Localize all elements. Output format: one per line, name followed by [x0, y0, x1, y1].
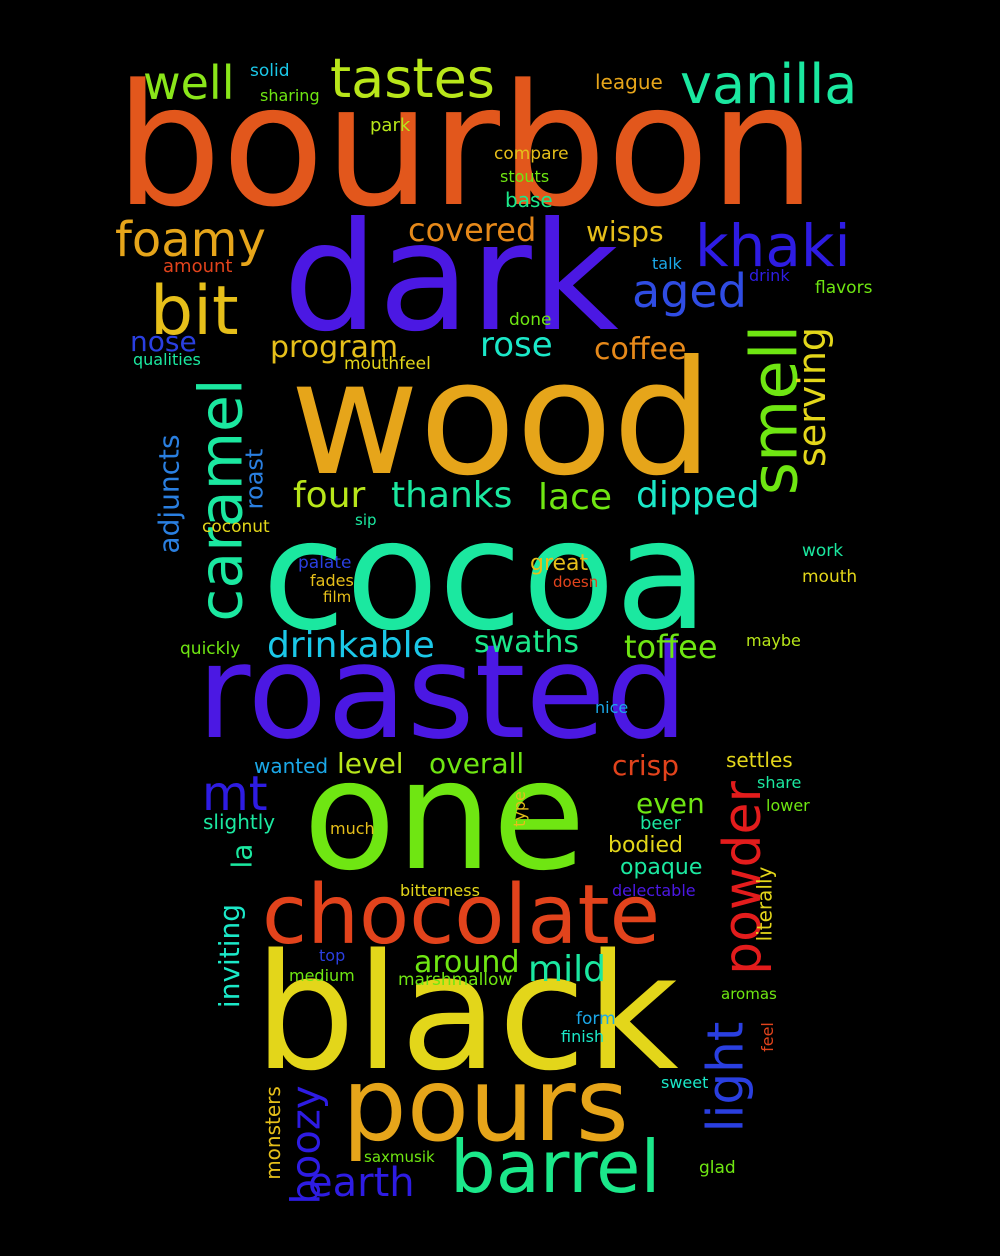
word-nice: nice: [595, 698, 629, 717]
word-drinkable: drinkable: [267, 625, 435, 666]
word-coconut: coconut: [202, 517, 270, 537]
word-level: level: [337, 747, 404, 780]
word-great: great: [530, 551, 589, 576]
word-well: well: [143, 56, 235, 110]
word-wisps: wisps: [586, 215, 664, 248]
word-earth: earth: [308, 1160, 415, 1206]
word-league: league: [595, 70, 663, 94]
word-four: four: [293, 475, 366, 516]
word-rose: rose: [480, 325, 553, 365]
word-palate: palate: [298, 553, 352, 573]
word-program: program: [270, 330, 399, 365]
word-khaki: khaki: [695, 212, 851, 280]
word-around: around: [414, 945, 520, 980]
word-aged: aged: [632, 264, 747, 318]
word-literally: literally: [752, 866, 777, 942]
word-sharing: sharing: [260, 86, 320, 105]
word-one: one: [303, 727, 586, 904]
word-qualities: qualities: [133, 350, 201, 369]
word-quickly: quickly: [180, 639, 241, 659]
word-finish: finish: [561, 1027, 605, 1046]
word-stouts: stouts: [500, 167, 550, 186]
word-sweet: sweet: [661, 1073, 709, 1092]
word-fades: fades: [310, 571, 354, 590]
word-delectable: delectable: [612, 881, 696, 900]
word-vanilla: vanilla: [680, 53, 858, 116]
word-lower: lower: [766, 796, 810, 815]
word-wanted: wanted: [254, 754, 329, 778]
word-bit: bit: [150, 272, 239, 351]
word-bodied: bodied: [608, 833, 684, 858]
word-maybe: maybe: [746, 631, 801, 650]
word-tastes: tastes: [330, 47, 495, 110]
word-saxmusik: saxmusik: [364, 1148, 435, 1166]
word-bitterness: bitterness: [400, 881, 480, 900]
word-much: much: [330, 819, 375, 838]
word-medium: medium: [289, 966, 355, 985]
word-mt: mt: [202, 766, 268, 822]
word-dark: dark: [283, 191, 619, 365]
word-swaths: swaths: [474, 625, 579, 660]
word-foamy: foamy: [115, 212, 266, 268]
word-serving: serving: [790, 326, 835, 468]
word-even: even: [636, 787, 705, 820]
word-roasted: roasted: [197, 616, 688, 768]
word-toffee: toffee: [624, 628, 718, 666]
word-mouthfeel: mouthfeel: [344, 354, 431, 374]
word-share: share: [757, 773, 802, 792]
word-doesn: doesn: [553, 573, 599, 591]
word-park: park: [370, 115, 411, 136]
word-covered: covered: [408, 211, 537, 249]
word-bourbon: bourbon: [115, 48, 816, 244]
word-monsters: monsters: [260, 1086, 285, 1180]
word-compare: compare: [494, 144, 569, 164]
word-roast: roast: [240, 448, 269, 510]
word-glad: glad: [699, 1158, 736, 1178]
word-mild: mild: [528, 949, 606, 990]
word-chocolate: chocolate: [262, 868, 661, 963]
word-solid: solid: [250, 61, 290, 81]
word-crisp: crisp: [612, 749, 680, 782]
word-inviting: inviting: [213, 903, 247, 1009]
word-coffee: coffee: [594, 332, 687, 367]
word-drink: drink: [749, 266, 790, 285]
word-mouth: mouth: [802, 567, 858, 587]
word-opaque: opaque: [620, 855, 703, 880]
word-marshmallow: marshmallow: [398, 970, 513, 990]
word-type: type: [509, 791, 529, 827]
word-talk: talk: [652, 254, 682, 273]
word-cocoa: cocoa: [262, 487, 709, 664]
word-lace: lace: [538, 477, 613, 518]
word-film: film: [323, 588, 352, 606]
word-overall: overall: [429, 747, 525, 780]
word-amount: amount: [163, 256, 233, 277]
word-aromas: aromas: [721, 985, 777, 1003]
word-nose: nose: [130, 325, 197, 358]
word-beer: beer: [640, 813, 681, 834]
word-barrel: barrel: [450, 1125, 661, 1209]
word-pours: pours: [342, 1046, 629, 1165]
word-settles: settles: [726, 748, 793, 772]
word-sip: sip: [355, 511, 377, 529]
word-top: top: [319, 946, 346, 965]
word-thanks: thanks: [391, 475, 513, 516]
word-flavors: flavors: [815, 278, 873, 298]
word-black: black: [254, 919, 679, 1106]
word-feel: feel: [757, 1022, 777, 1052]
word-work: work: [802, 541, 844, 561]
word-base: base: [505, 188, 553, 212]
word-adjuncts: adjuncts: [152, 434, 186, 554]
word-slightly: slightly: [203, 810, 276, 834]
word-la: la: [225, 843, 259, 869]
word-wood: wood: [290, 327, 713, 511]
word-form: form: [576, 1009, 616, 1029]
word-done: done: [509, 310, 552, 330]
word-dipped: dipped: [636, 475, 760, 516]
